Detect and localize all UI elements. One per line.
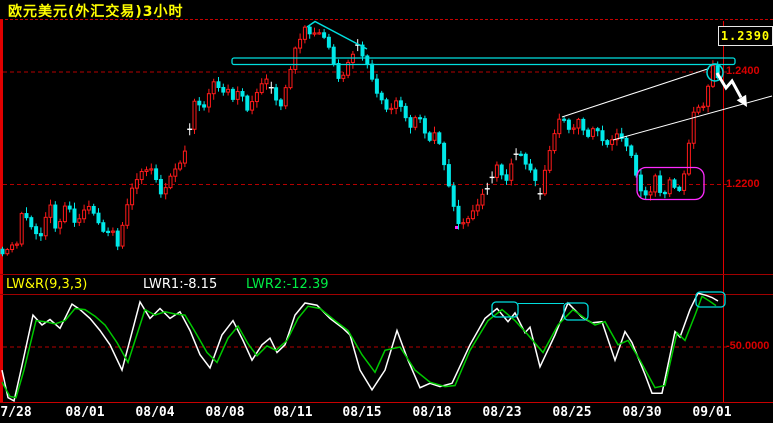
date-label[interactable]: 08/01 [65, 405, 105, 420]
oscillator-top-box-2[interactable] [563, 302, 589, 321]
date-label[interactable]: 7/28 [0, 405, 32, 420]
axis-price-label: 1.2200 [726, 177, 760, 190]
breakout-circle[interactable] [706, 63, 724, 82]
oscillator-top-box-3[interactable] [695, 291, 726, 308]
candlestick-series [0, 24, 720, 257]
down-trendline[interactable] [306, 20, 368, 50]
last-price-box: 1.2390 [718, 26, 773, 46]
annotations [231, 20, 773, 321]
down-arrow-head[interactable] [736, 94, 747, 107]
indicator-lwr2-value: LWR2:-12.39 [246, 277, 329, 292]
oscillator-line-lwr2 [1, 295, 717, 399]
date-label[interactable]: 08/08 [205, 405, 245, 420]
indicator-lwr1-value: LWR1:-8.15 [143, 277, 218, 292]
date-label[interactable]: 08/15 [342, 405, 382, 420]
gridlines [3, 71, 727, 348]
axis-price-label: 1.2400 [726, 65, 760, 77]
date-label[interactable]: 09/01 [692, 405, 732, 420]
date-label[interactable]: 08/18 [412, 405, 452, 420]
down-arrow[interactable] [715, 72, 743, 99]
date-label[interactable]: 08/25 [552, 405, 592, 420]
date-label[interactable]: 08/11 [273, 405, 313, 420]
low-marker-dot[interactable] [455, 226, 458, 229]
date-label[interactable]: 08/30 [622, 405, 662, 420]
indicator-name-label[interactable]: LW&R(9,3,3) [6, 277, 88, 292]
date-label[interactable]: 08/04 [135, 405, 175, 420]
chart-title: 欧元美元(外汇交易)3小时 [8, 4, 184, 20]
resistance-bar[interactable] [231, 57, 736, 66]
axis-price-label: -50.0000 [726, 340, 770, 352]
date-label[interactable]: 08/23 [482, 405, 522, 420]
consolidation-box[interactable] [636, 166, 705, 201]
oscillator-top-box-1[interactable] [491, 301, 519, 318]
chart-frame [0, 19, 773, 403]
channel-upper-line[interactable] [561, 68, 710, 118]
